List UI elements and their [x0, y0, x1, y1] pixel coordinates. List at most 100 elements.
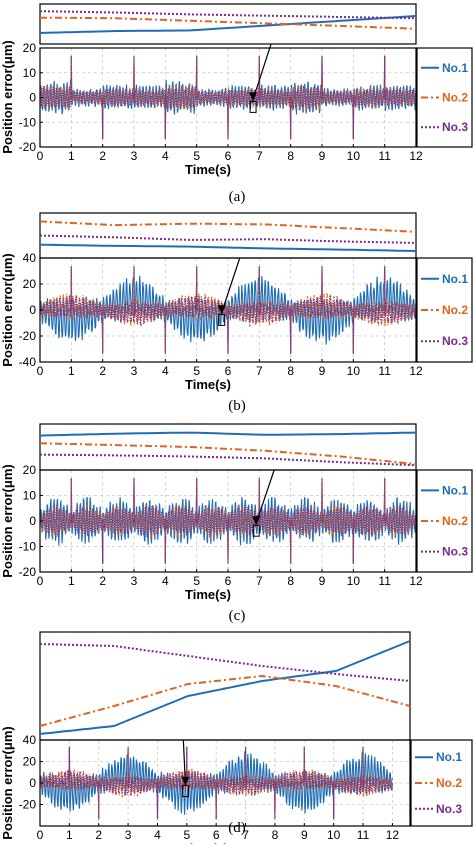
y-tick-label: -10: [19, 115, 37, 129]
x-tick-label: 2: [95, 828, 102, 842]
zoom-arrow-head: [249, 92, 258, 102]
x-axis-label: Time(s): [185, 587, 231, 602]
x-tick-label: 4: [154, 828, 161, 842]
zoom-arrow-head: [217, 305, 226, 315]
legend-label-no2: No.2: [442, 514, 468, 528]
y-tick-label: -20: [19, 798, 37, 812]
legend-label-no1: No.1: [442, 61, 468, 75]
zoom-arrow-head: [252, 516, 261, 526]
legend-label-no2: No.2: [442, 91, 468, 105]
x-tick-label: 2: [99, 364, 106, 378]
zoom-series-line-no2: [39, 16, 417, 30]
legend-label-no1: No.1: [442, 483, 468, 497]
x-tick-label: 10: [347, 149, 361, 163]
x-tick-label: 1: [68, 364, 75, 378]
x-tick-label: 7: [256, 574, 263, 588]
x-tick-label: 4: [162, 574, 169, 588]
x-tick-label: 5: [193, 364, 200, 378]
y-tick-label: 0: [29, 91, 36, 105]
x-tick-label: 11: [357, 828, 370, 842]
x-tick-label: 10: [347, 364, 361, 378]
y-tick-label: 10: [23, 489, 37, 503]
x-tick-label: 3: [131, 364, 138, 378]
zoom-series-line-no2: [39, 442, 417, 466]
panel-caption: (d): [228, 820, 246, 836]
x-tick-label: 4: [162, 149, 169, 163]
x-tick-label: 9: [319, 149, 326, 163]
x-tick-label: 9: [319, 364, 326, 378]
x-tick-label: 8: [287, 149, 294, 163]
y-tick-label: -20: [19, 565, 37, 579]
chart-panel-1: 0 1 2 3 4 5 6 7 8 9 10 11 1220100-10-20Time(s)Positi…: [0, 3, 473, 205]
x-tick-label: 6: [225, 574, 232, 588]
y-tick-label: 10: [23, 66, 37, 80]
zoom-series-line-no3: [39, 453, 417, 467]
y-tick-label: 20: [23, 277, 37, 291]
series-line-no3: [40, 55, 416, 140]
zoom-inset-frame: [39, 423, 417, 471]
x-tick-label: 2: [99, 574, 106, 588]
zoom-series-line-no3: [39, 234, 417, 244]
series-line-no2: [40, 746, 393, 820]
chart-panel-4: 012345678910111240200-20Time(s)Position …: [0, 631, 473, 844]
x-tick-label: 8: [287, 574, 294, 588]
y-tick-label: -20: [19, 329, 37, 343]
zoom-arrow-line: [182, 739, 186, 784]
y-tick-label: 0: [29, 776, 36, 790]
series-line-no3: [40, 478, 416, 564]
x-tick-label: 0: [37, 364, 44, 378]
x-tick-label: 10: [327, 828, 341, 842]
x-tick-label: 9: [319, 574, 326, 588]
y-tick-label: -20: [19, 140, 37, 154]
y-axis-label: Position error(μm): [0, 253, 15, 366]
x-tick-label: 7: [242, 828, 249, 842]
series-line-no3: [40, 746, 393, 820]
y-axis-label: Position error(μm): [0, 40, 15, 153]
y-axis-label: Position error(μm): [0, 464, 15, 577]
legend-label-no2: No.2: [442, 303, 468, 317]
x-tick-label: 1: [68, 574, 75, 588]
y-tick-label: 40: [23, 733, 37, 747]
panel-caption: (c): [229, 608, 246, 624]
x-tick-label: 5: [193, 574, 200, 588]
legend-label-no1: No.1: [436, 750, 462, 764]
y-tick-label: -10: [19, 540, 37, 554]
zoom-arrow-line: [255, 469, 275, 524]
x-tick-label: 3: [131, 574, 138, 588]
y-tick-label: 0: [29, 303, 36, 317]
zoom-arrow-head: [181, 776, 190, 786]
zoom-series-line-no3: [39, 643, 411, 682]
x-tick-label: 5: [183, 828, 190, 842]
legend-label-no3: No.3: [442, 334, 468, 348]
zoom-inset-frame: [39, 631, 411, 741]
x-tick-label: 4: [162, 364, 169, 378]
zoom-series-line-no1: [40, 243, 417, 252]
x-tick-label: 11: [378, 364, 391, 378]
zoom-series-line-no3: [39, 10, 417, 20]
y-tick-label: 40: [23, 251, 37, 265]
zoom-series-line-no2: [39, 674, 411, 727]
x-tick-label: 8: [287, 364, 294, 378]
chart-panel-2: 0 1 2 3 4 5 6 7 8 9 10 11 1240200-20-40Time(s)Positi…: [0, 212, 473, 414]
x-tick-label: 2: [99, 149, 106, 163]
x-tick-label: 3: [125, 828, 132, 842]
x-tick-label: 5: [193, 149, 200, 163]
y-tick-label: 20: [23, 463, 37, 477]
x-tick-label: 12: [409, 149, 423, 163]
zoom-series-line-no1: [39, 431, 417, 437]
x-axis-label: Time(s): [185, 162, 231, 177]
x-tick-label: 8: [272, 828, 279, 842]
x-tick-label: 9: [301, 828, 308, 842]
x-tick-label: 1: [68, 149, 75, 163]
x-tick-label: 7: [256, 149, 263, 163]
zoom-series-line-no1: [39, 15, 417, 34]
legend-label-no3: No.3: [436, 802, 462, 816]
y-tick-label: -40: [19, 355, 37, 369]
x-tick-label: 3: [131, 149, 138, 163]
zoom-series-line-no2: [39, 220, 417, 233]
series-line-no3: [40, 266, 416, 354]
zoom-series-line-no1: [39, 640, 411, 735]
panel-caption: (a): [229, 189, 246, 205]
legend-label-no3: No.3: [442, 120, 468, 134]
